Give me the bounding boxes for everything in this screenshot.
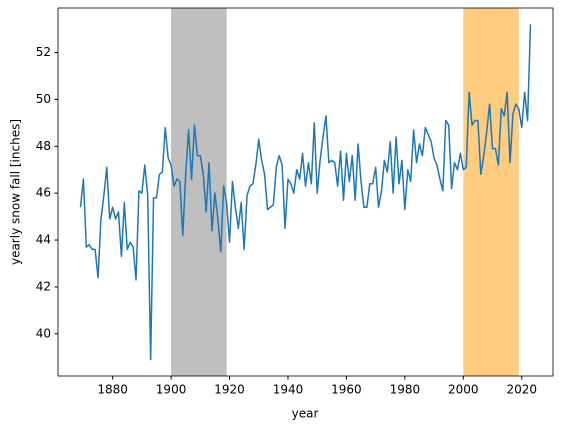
x-tick-label: 2000 [448,383,479,397]
x-tick-label: 1960 [331,383,362,397]
y-tick-label: 44 [36,233,51,247]
y-tick-label: 48 [36,139,51,153]
y-axis-label: yearly snow fall [inches] [9,119,23,265]
y-tick-label: 40 [36,326,51,340]
data-line [79,24,532,361]
y-tick-label: 50 [36,92,51,106]
x-tick-label: 1980 [390,383,421,397]
x-tick-label: 1900 [156,383,187,397]
x-tick-label: 2020 [506,383,537,397]
y-tick-label: 46 [36,186,51,200]
x-tick-label: 1880 [97,383,128,397]
y-tick-label: 52 [36,45,51,59]
x-tick-label: 1920 [214,383,245,397]
axes-frame [57,7,554,377]
x-axis-label: year [292,407,319,421]
y-tick-label: 42 [36,279,51,293]
x-tick-label: 1940 [273,383,304,397]
shaded-span [171,8,227,376]
shaded-span [463,8,519,376]
